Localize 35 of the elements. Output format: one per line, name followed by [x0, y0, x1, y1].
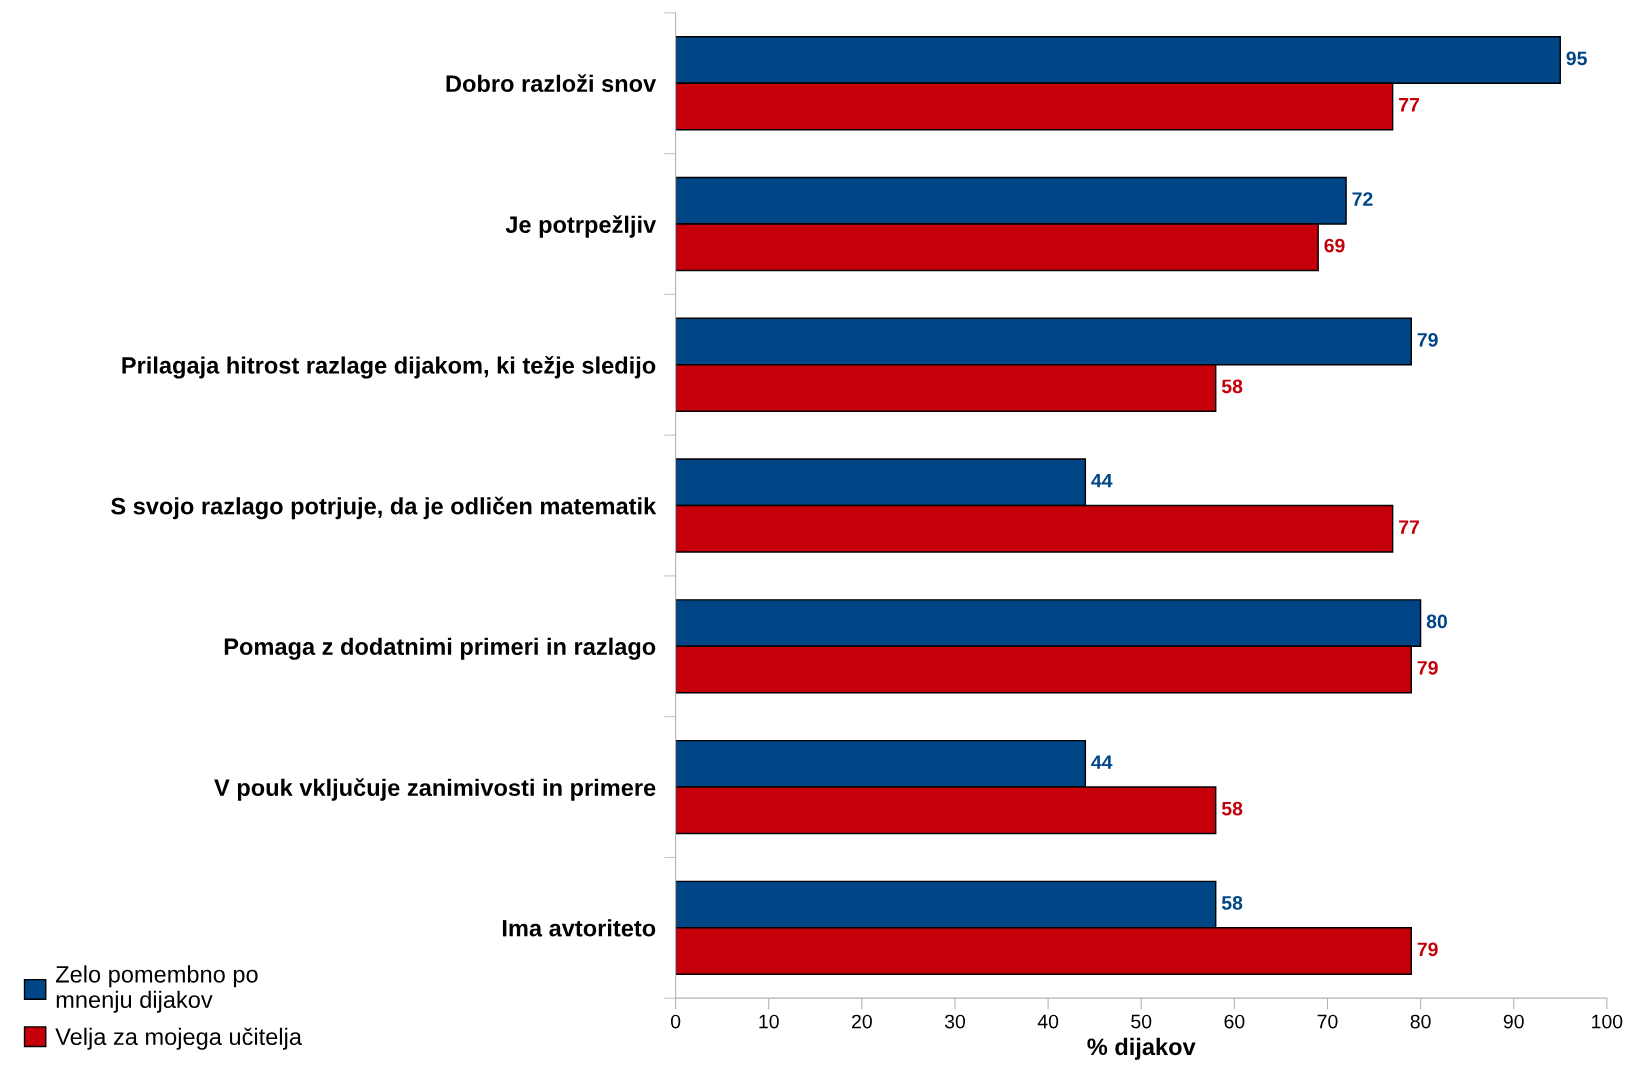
x-tick-label: 0: [670, 1014, 681, 1029]
data-label: 79: [1417, 332, 1438, 347]
data-label: 79: [1417, 942, 1438, 957]
y-tick-label: V pouk vključuje zanimivosti in primere: [214, 778, 656, 801]
data-label: 58: [1221, 896, 1243, 910]
legend-label: Velja za mojega učitelja: [55, 1027, 302, 1050]
y-tick-label: Prilagaja hitrost razlage dijakom, ki težje sledijo: [122, 355, 656, 379]
x-tick-label: 20: [852, 1014, 872, 1029]
legend-label: Zelo pomembno po mnenju dijakov: [55, 965, 258, 1013]
data-label: 44: [1091, 755, 1113, 769]
x-tick-label: 50: [1131, 1014, 1152, 1029]
x-tick-label: 30: [944, 1014, 966, 1029]
data-label: 95: [1566, 51, 1587, 66]
x-axis-title: % dijakov: [1087, 1037, 1196, 1060]
data-label: 79: [1417, 660, 1438, 675]
y-tick-label: Dobro razloži snov: [446, 74, 657, 93]
data-label: 77: [1399, 520, 1419, 534]
x-tick-label: 60: [1224, 1014, 1245, 1029]
y-tick-label: Pomaga z dodatnimi primeri in razlago: [224, 637, 656, 660]
y-tick-label: S svojo razlago potrjuje, da je odličen matematik: [111, 496, 657, 520]
x-tick-label: 10: [759, 1014, 779, 1029]
y-tick-label: Ima avtoriteto: [502, 919, 656, 937]
x-tick-label: 100: [1592, 1014, 1623, 1029]
data-label: 72: [1352, 192, 1373, 206]
x-tick-label: 90: [1503, 1014, 1524, 1029]
data-label: 77: [1399, 98, 1419, 112]
data-label: 80: [1426, 614, 1447, 629]
data-label: 58: [1221, 801, 1243, 816]
x-tick-label: 40: [1037, 1014, 1059, 1029]
y-tick-label: Je potrpežljiv: [505, 215, 657, 238]
data-label: 58: [1221, 379, 1243, 394]
x-tick-label: 80: [1410, 1014, 1431, 1029]
x-tick-label: 70: [1317, 1014, 1338, 1029]
data-label: 44: [1091, 473, 1113, 488]
data-label: 69: [1324, 238, 1345, 253]
